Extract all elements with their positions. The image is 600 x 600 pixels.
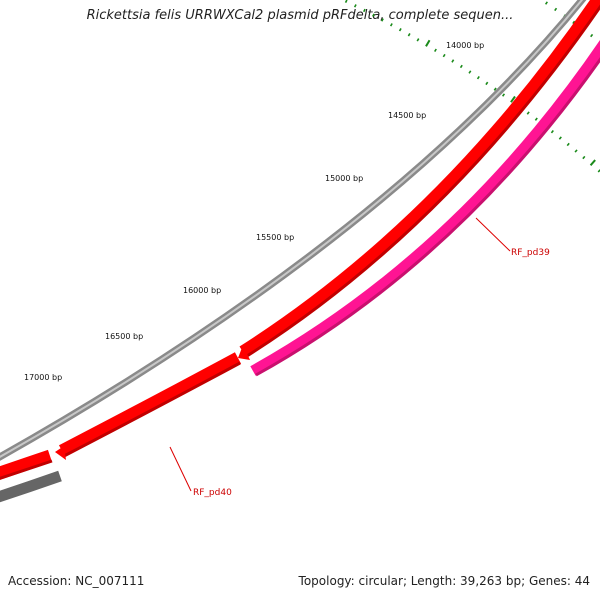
gene-label-rf-pd39[interactable]: RF_pd39 [511, 248, 550, 258]
minor-tick [534, 117, 538, 121]
minor-tick [353, 4, 357, 8]
minor-tick [558, 136, 562, 140]
minor-tick [442, 53, 446, 58]
tick-label: 17000 bp [24, 373, 62, 382]
minor-tick [372, 13, 375, 17]
backbone-track [0, 0, 587, 461]
gene-arrow-forward-upper[interactable] [239, 0, 600, 358]
minor-tick [468, 70, 472, 74]
gene-arrow-forward-middle-shade [63, 361, 241, 458]
backbone-highlight [0, 0, 584, 458]
minor-tick [476, 75, 480, 80]
minor-tick [574, 149, 578, 153]
accession-text: Accession: NC_007111 [8, 574, 145, 588]
minor-tick [502, 93, 506, 97]
topology-summary: Topology: circular; Length: 39,263 bp; G… [298, 574, 590, 588]
minor-tick [381, 18, 384, 22]
tick-label: 15500 bp [256, 233, 294, 242]
gene-arrowhead-middle [55, 446, 66, 460]
minor-tick [554, 7, 558, 12]
minor-tick [344, 0, 348, 4]
minor-tick [416, 38, 420, 42]
minor-tick [566, 142, 570, 147]
minor-tick [389, 23, 393, 27]
minor-tick [407, 33, 411, 37]
gene-arrow-forward-left-shade [0, 459, 53, 480]
minor-tick [398, 28, 402, 32]
minor-tick [434, 48, 437, 52]
minor-tick [590, 33, 594, 38]
reverse-gene-track [250, 20, 600, 377]
major-tick [510, 95, 516, 103]
minor-tick [459, 64, 463, 69]
minor-tick [544, 1, 548, 5]
label-connector-rf-pd39 [475, 217, 511, 252]
major-tick [589, 159, 596, 166]
minor-tick [363, 8, 366, 13]
gene-arrow-forward-middle[interactable] [58, 352, 242, 457]
gene-arrow-reverse[interactable] [250, 20, 600, 376]
outer-tick-marks [344, 0, 600, 173]
tick-label: 16000 bp [183, 286, 221, 295]
tick-label: 14000 bp [446, 41, 484, 50]
gene-arrowhead-upper [238, 345, 250, 360]
minor-tick [582, 155, 586, 160]
gene-arrow-forward-left[interactable] [0, 449, 53, 480]
map-title: Rickettsia felis URRWXCal2 plasmid pRFde… [86, 8, 514, 23]
tick-label: 14500 bp [388, 111, 426, 120]
gene-arrow-reverse-shade [255, 57, 600, 377]
forward-gene-track [0, 0, 600, 480]
minor-tick [550, 130, 554, 134]
other-feature[interactable] [0, 470, 62, 503]
tick-label: 16500 bp [105, 332, 143, 341]
major-tick [425, 39, 431, 47]
gene-label-rf-pd40[interactable]: RF_pd40 [193, 488, 232, 498]
tick-label: 15000 bp [325, 174, 363, 183]
gene-arrow-forward-upper-shade [246, 4, 600, 358]
minor-tick [526, 111, 530, 115]
label-connector-rf-pd40 [169, 446, 192, 492]
minor-tick [451, 59, 455, 63]
minor-tick [485, 81, 489, 86]
minor-tick [572, 20, 576, 25]
minor-tick [493, 87, 497, 91]
